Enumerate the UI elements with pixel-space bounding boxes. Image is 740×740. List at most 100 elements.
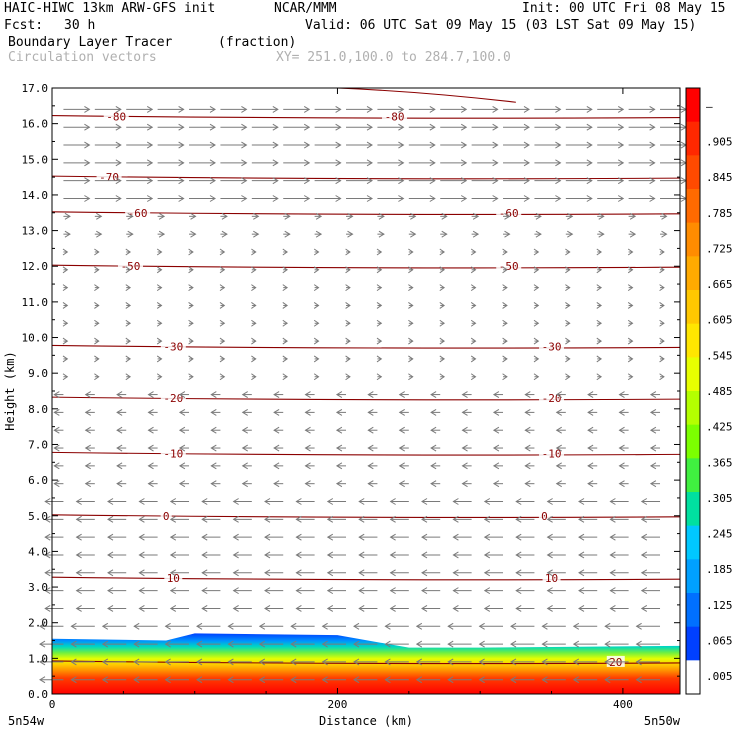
wind-vector-head — [358, 551, 365, 559]
wind-vector-head — [156, 248, 163, 256]
wind-vector-head — [567, 230, 574, 238]
wind-vector-head — [452, 569, 459, 577]
wind-vector — [659, 266, 665, 274]
wind-vector-head — [138, 569, 145, 577]
wind-vector-head — [524, 480, 531, 488]
wind-vector — [156, 248, 163, 256]
wind-vector-head — [335, 408, 343, 416]
wind-vector — [660, 195, 687, 202]
isotherm-label: -60 — [499, 207, 519, 220]
wind-vector — [94, 195, 122, 202]
wind-vector — [94, 337, 100, 345]
wind-vector-head — [241, 426, 248, 434]
wind-vector-head — [430, 480, 437, 488]
wind-vector — [618, 408, 629, 416]
wind-vector — [201, 587, 221, 595]
wind-vector — [398, 480, 409, 488]
wind-vector-head — [273, 444, 280, 452]
wind-vector — [94, 266, 100, 274]
wind-vector-head — [313, 302, 320, 309]
wind-vector — [62, 302, 69, 309]
wind-vector — [70, 622, 95, 630]
wind-vector-head — [555, 391, 562, 398]
wind-vector — [220, 212, 228, 220]
wind-vector-head — [156, 373, 163, 381]
wind-vector-head — [578, 498, 585, 505]
wind-vector — [273, 462, 284, 470]
wind-vector-head — [441, 212, 448, 220]
wind-vector — [565, 212, 574, 220]
wind-vector — [430, 444, 441, 452]
colorbar-swatch — [686, 525, 700, 560]
wind-vector-head — [158, 212, 166, 220]
wind-vector-head — [125, 337, 131, 345]
wind-vector-head — [408, 355, 414, 363]
wind-vector — [384, 640, 409, 648]
wind-vector-head — [53, 426, 60, 434]
wind-vector-head — [313, 319, 320, 327]
wind-vector-head — [596, 302, 602, 309]
x-tick-label: 0 — [49, 698, 56, 711]
wind-vector-head — [452, 498, 459, 505]
wind-vector-head — [510, 658, 517, 666]
wind-vector — [125, 355, 131, 363]
wind-vector-head — [272, 123, 279, 131]
wind-vector — [376, 248, 383, 256]
wind-vector — [470, 319, 477, 327]
wind-vector — [157, 230, 166, 238]
wind-vector-head — [541, 658, 548, 666]
wind-vector — [314, 230, 323, 238]
wind-vector — [147, 444, 158, 452]
wind-vector — [649, 391, 661, 398]
wind-vector-head — [460, 105, 468, 113]
wind-vector-head — [53, 462, 60, 470]
wind-vector — [546, 498, 566, 505]
wind-vector — [295, 498, 315, 505]
wind-vector-head — [326, 498, 334, 505]
wind-vector-head — [84, 462, 91, 470]
isotherm-label-bg — [160, 447, 186, 459]
wind-vector — [618, 462, 629, 470]
section-end-label: 5n50w — [644, 714, 681, 728]
wind-vector-head — [290, 622, 297, 630]
wind-vector — [220, 141, 248, 149]
wind-vector-head — [555, 408, 562, 416]
wind-vector-head — [221, 212, 228, 220]
wind-vector — [478, 658, 504, 666]
wind-vector — [264, 569, 284, 577]
wind-vector — [376, 266, 383, 274]
wind-vector-head — [617, 195, 625, 202]
wind-vector-head — [659, 266, 665, 274]
wind-vector-head — [284, 230, 291, 238]
wind-vector-head — [555, 141, 562, 149]
wind-vector-head — [94, 302, 100, 309]
wind-vector-head — [251, 302, 257, 309]
wind-vector-head — [627, 373, 634, 381]
wind-vector-head — [659, 337, 665, 345]
wind-vector-head — [295, 515, 302, 523]
wind-vector-head — [335, 444, 343, 452]
wind-vector-head — [502, 373, 508, 381]
wind-vector-head — [127, 230, 134, 238]
wind-vector — [534, 195, 562, 202]
wind-vector — [304, 391, 315, 398]
wind-vector — [510, 676, 535, 684]
wind-vector — [346, 105, 373, 113]
y-tick-label: 10.0 — [22, 332, 49, 345]
wind-vector-head — [524, 408, 531, 416]
wind-vector — [377, 212, 385, 220]
wind-vector — [147, 480, 158, 488]
wind-vector — [618, 444, 629, 452]
wind-vector — [628, 159, 656, 167]
wind-vector — [546, 515, 566, 523]
wind-vector-head — [304, 408, 311, 416]
wind-vector — [502, 248, 508, 256]
isotherm-label: -80 — [385, 111, 405, 124]
wind-vector — [116, 480, 127, 488]
wind-vector — [377, 141, 405, 149]
wind-vector-head — [115, 159, 122, 167]
wind-vector — [313, 266, 320, 274]
wind-vector-head — [188, 373, 194, 381]
wind-vector — [533, 266, 540, 274]
wind-vector — [321, 658, 347, 666]
